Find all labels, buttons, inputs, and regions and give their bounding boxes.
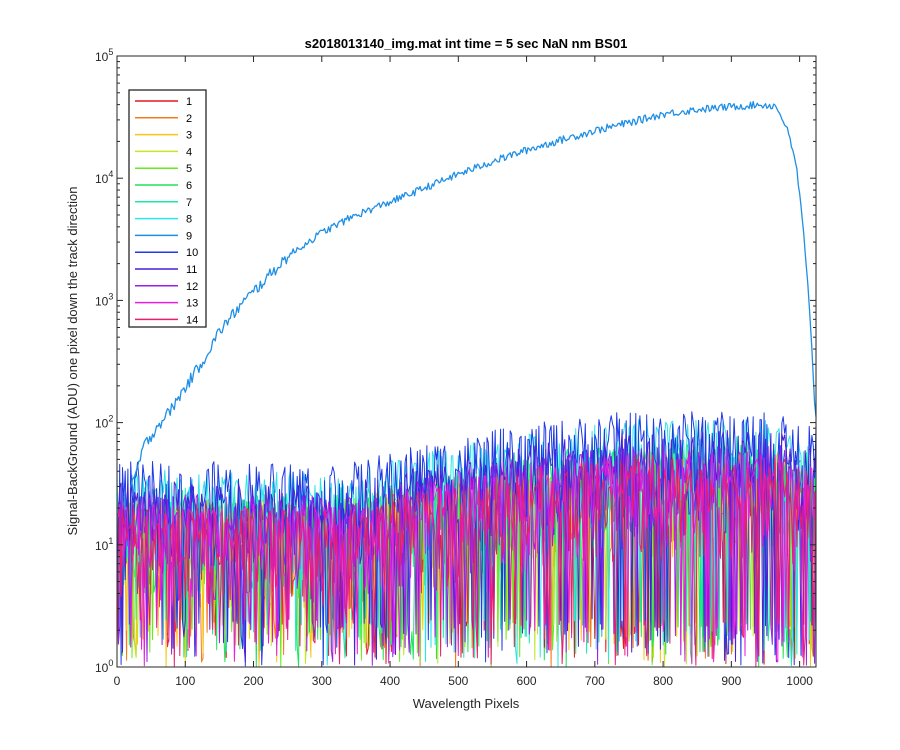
legend-label: 1 <box>186 96 192 108</box>
y-tick-exponent: 4 <box>108 169 113 179</box>
y-tick-label: 101 <box>95 536 113 553</box>
tick-layer: 0 100 200 300 400 500 600 700 800 900 100010010110… <box>95 47 816 688</box>
legend-label: 9 <box>186 230 192 242</box>
legend-label: 6 <box>186 180 192 192</box>
x-tick-label: 900 <box>721 674 741 688</box>
x-tick-label: 700 <box>585 674 605 688</box>
x-tick-label: 300 <box>312 674 332 688</box>
x-tick-label: 800 <box>653 674 673 688</box>
legend-label: 8 <box>186 214 192 226</box>
y-tick-exponent: 2 <box>108 414 113 424</box>
x-tick-label: 400 <box>380 674 400 688</box>
x-tick-label: 200 <box>244 674 264 688</box>
axes-box <box>116 55 817 668</box>
legend-label: 5 <box>186 163 192 175</box>
x-tick-label: 1000 <box>786 674 813 688</box>
y-tick-label: 105 <box>95 47 113 64</box>
series-layer <box>116 100 817 668</box>
legend-label: 14 <box>186 314 198 326</box>
y-tick-label: 100 <box>95 658 113 675</box>
legend-label: 2 <box>186 113 192 125</box>
x-tick-label: 600 <box>517 674 537 688</box>
x-tick-label: 100 <box>175 674 195 688</box>
legend-box <box>128 89 207 328</box>
legend-label: 4 <box>186 146 192 158</box>
legend-label: 3 <box>186 130 192 142</box>
x-tick-label: 0 <box>114 674 121 688</box>
series-line-12 <box>116 443 817 666</box>
series-line-13 <box>116 451 817 667</box>
x-tick-label: 500 <box>448 674 468 688</box>
y-tick-label: 103 <box>95 291 113 308</box>
x-axis-label: Wavelength Pixels <box>413 696 520 711</box>
y-tick-label: 102 <box>95 414 113 431</box>
y-tick-exponent: 0 <box>108 658 113 668</box>
y-tick-label: 104 <box>95 169 113 186</box>
y-tick-exponent: 1 <box>108 536 113 546</box>
legend-label: 11 <box>186 264 197 276</box>
y-tick-exponent: 3 <box>108 291 113 301</box>
series-line-9 <box>130 100 817 488</box>
series-line-14 <box>116 455 817 667</box>
legend-label: 12 <box>186 281 198 293</box>
y-tick-exponent: 5 <box>108 47 113 57</box>
legend-label: 7 <box>186 197 192 209</box>
y-axis-label: Signal-BackGround (ADU) one pixel down t… <box>65 186 80 535</box>
chart-title: s2018013140_img.mat int time = 5 sec NaN… <box>305 36 628 51</box>
legend-label: 13 <box>186 298 198 310</box>
legend-label: 10 <box>186 247 198 259</box>
